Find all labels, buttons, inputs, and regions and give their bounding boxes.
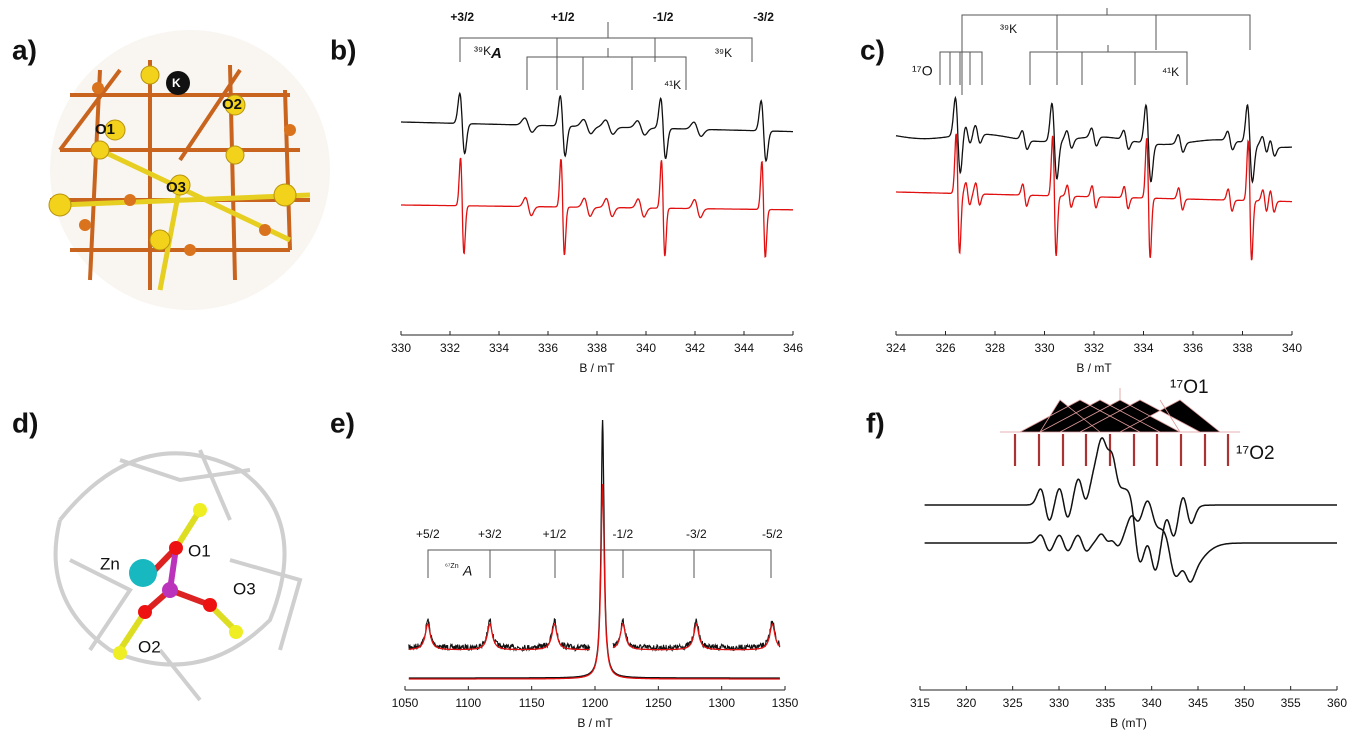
x-axis-label: B / mT	[577, 716, 613, 730]
atom-label: O1	[95, 121, 115, 138]
x-tick-label: 330	[1034, 341, 1054, 355]
x-tick-label: 338	[587, 341, 607, 355]
spectrum	[408, 483, 780, 680]
panel-label: b)	[330, 34, 356, 65]
x-tick-label: 344	[734, 341, 754, 355]
transition-label: +1/2	[551, 10, 575, 24]
stick-diagram	[1000, 388, 1240, 466]
x-axis-label: B (mT)	[1110, 716, 1147, 730]
x-tick-label: 334	[489, 341, 509, 355]
transition-label: -3/2	[753, 10, 774, 24]
x-tick-label: 338	[1232, 341, 1252, 355]
x-tick-label: 1250	[645, 696, 672, 710]
annotation: ⁴¹K	[1162, 65, 1179, 79]
x-tick-label: 340	[636, 341, 656, 355]
x-tick-label: 326	[935, 341, 955, 355]
x-tick-label: 350	[1234, 696, 1254, 710]
transition-label: -1/2	[653, 10, 674, 24]
annotation: ³⁹K	[715, 46, 732, 60]
spectrum	[408, 618, 781, 653]
transition-label: -5/2	[762, 527, 783, 541]
x-tick-label: 340	[1142, 696, 1162, 710]
atom-label: O2	[138, 637, 161, 656]
x-tick-label: 1100	[455, 696, 481, 710]
annotation: ³⁹K	[474, 44, 491, 58]
x-tick-label: 334	[1133, 341, 1153, 355]
x-tick-label: 330	[391, 341, 411, 355]
spectrum	[896, 133, 1292, 261]
atom-label: O2	[222, 96, 242, 113]
annotation: A	[462, 563, 472, 579]
atom-label: K	[172, 76, 181, 90]
panel-label: e)	[330, 407, 355, 438]
annotation: ¹⁷O2	[1236, 443, 1275, 464]
x-tick-label: 336	[538, 341, 558, 355]
x-tick-label: 320	[956, 696, 976, 710]
x-tick-label: 324	[886, 341, 906, 355]
x-tick-label: 1150	[519, 696, 545, 710]
spectrum	[408, 419, 780, 679]
x-tick-label: 345	[1188, 696, 1208, 710]
panel-label: d)	[12, 407, 38, 438]
transition-label: +3/2	[450, 10, 474, 24]
annotation: ¹⁷O	[912, 63, 933, 79]
spectrum	[401, 157, 793, 258]
x-tick-label: 315	[910, 696, 930, 710]
panel-label: c)	[860, 34, 885, 65]
transition-label: +3/2	[478, 527, 502, 541]
spectrum	[401, 91, 793, 163]
annotation: A	[490, 45, 502, 62]
spectrum	[895, 95, 1292, 184]
transition-label: +1/2	[543, 527, 567, 541]
atom-label: O3	[233, 579, 256, 598]
stick-diagram	[459, 22, 753, 90]
x-tick-label: 332	[440, 341, 460, 355]
x-tick-label: 335	[1095, 696, 1115, 710]
x-tick-label: 1350	[772, 696, 799, 710]
panel-label: a)	[12, 34, 37, 65]
spectrum	[924, 500, 1337, 583]
cage-structure	[53, 449, 303, 702]
x-axis-label: B / mT	[1076, 361, 1112, 375]
x-tick-label: 1050	[392, 696, 419, 710]
spectrum	[924, 437, 1337, 571]
x-tick-label: 328	[985, 341, 1005, 355]
x-tick-label: 336	[1183, 341, 1203, 355]
panel-label: f)	[866, 407, 885, 438]
atom-label: Zn	[100, 554, 120, 573]
x-tick-label: 325	[1003, 696, 1023, 710]
x-tick-label: 342	[685, 341, 705, 355]
annotation: ⁴¹K	[664, 78, 681, 92]
annotation: ⁶⁷Zn	[445, 563, 459, 570]
x-tick-label: 330	[1049, 696, 1069, 710]
stick-diagram	[427, 549, 772, 578]
x-tick-label: 346	[783, 341, 803, 355]
x-tick-label: 1200	[582, 696, 609, 710]
x-tick-label: 1300	[708, 696, 735, 710]
transition-label: -1/2	[613, 527, 634, 541]
x-tick-label: 332	[1084, 341, 1104, 355]
annotation: ³⁹K	[1000, 22, 1017, 36]
stick-diagram	[939, 8, 1251, 95]
x-tick-label: 340	[1282, 341, 1302, 355]
annotation: ¹⁷O1	[1170, 377, 1209, 398]
atom-label: O3	[166, 179, 186, 196]
transition-label: +5/2	[416, 527, 440, 541]
spectrum	[408, 622, 781, 651]
x-tick-label: 360	[1327, 696, 1347, 710]
atom-label: O1	[188, 541, 211, 560]
x-axis-label: B / mT	[579, 361, 615, 375]
lattice-structure	[48, 30, 330, 310]
x-tick-label: 355	[1281, 696, 1301, 710]
transition-label: -3/2	[686, 527, 707, 541]
